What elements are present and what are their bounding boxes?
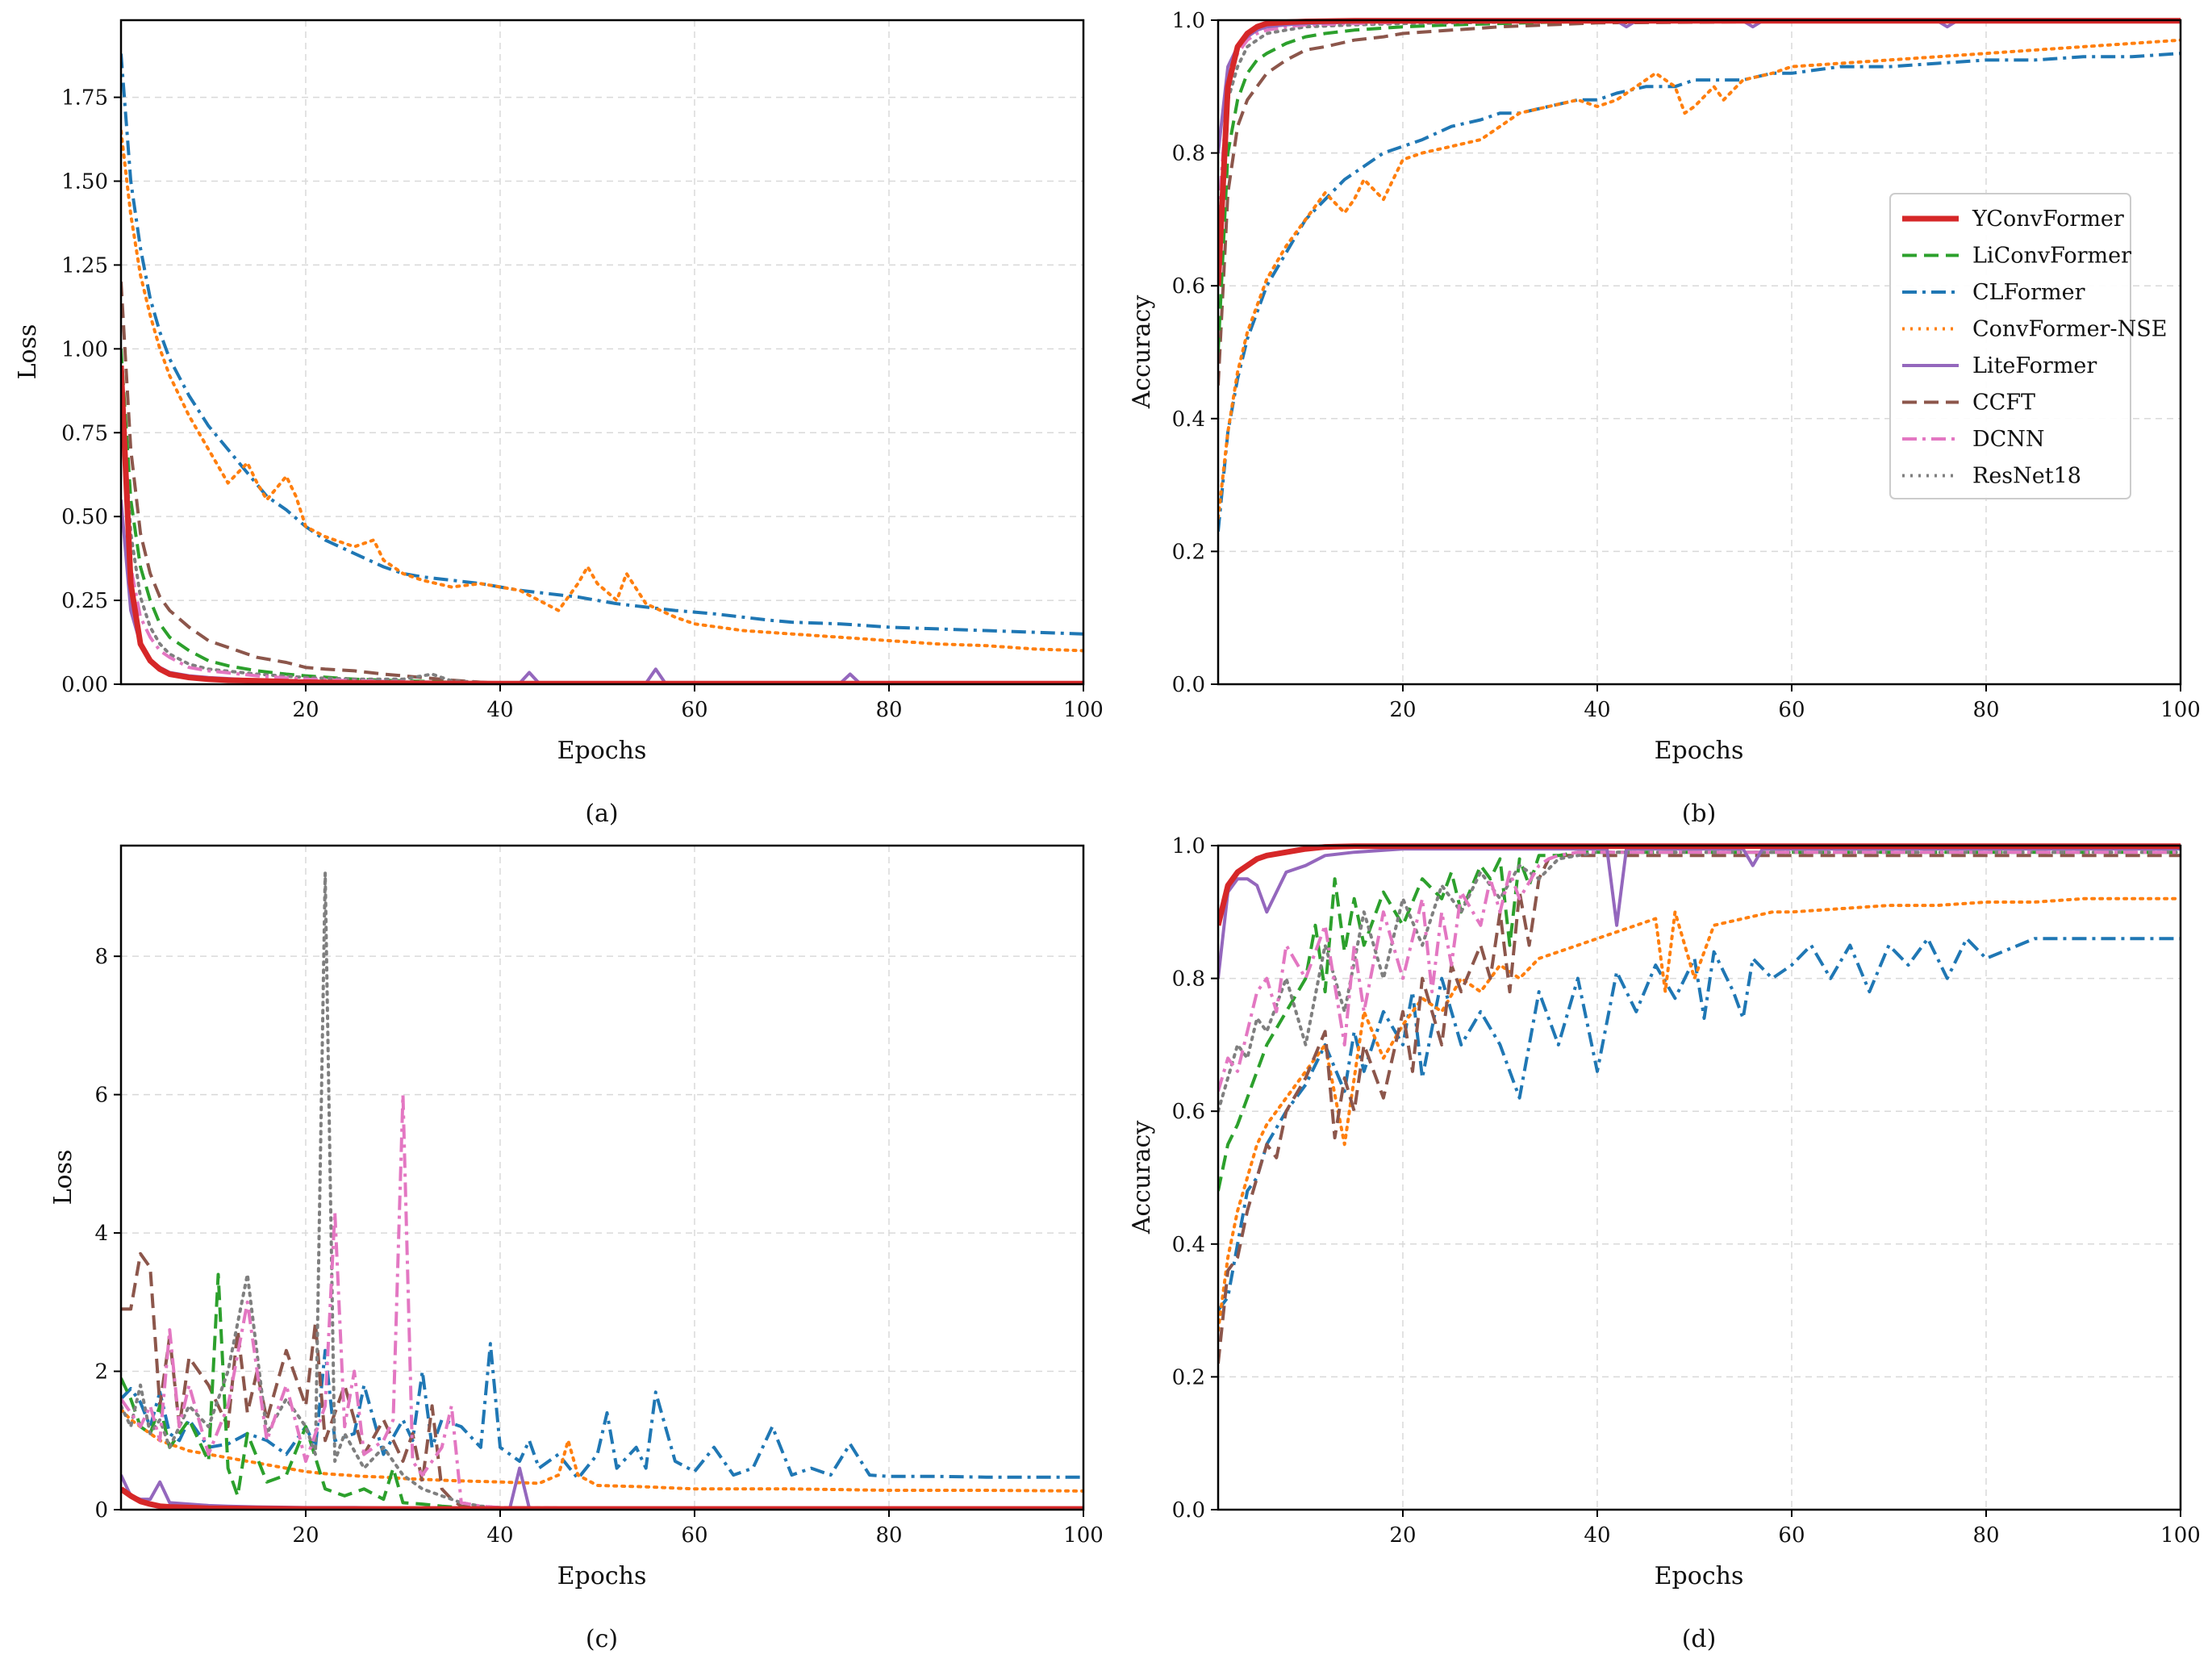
- y-axis-label-a: Loss: [14, 324, 42, 380]
- series-line-resnet18-d: [1218, 850, 2181, 1113]
- y-tick-label-c-0: 0: [94, 1498, 108, 1523]
- panel-label-d: (d): [1682, 1625, 1717, 1653]
- series-line-liconvformer-d: [1218, 850, 2181, 1192]
- x-tick-label-c-1: 40: [486, 1523, 513, 1548]
- x-tick-label-a-0: 20: [292, 698, 319, 722]
- panel-a: 20 40 60 80 100 0.00 0.25 0.50 0.75 1.00 1.25 1.50 1…: [14, 19, 1104, 828]
- x-tick-label-a-3: 80: [875, 698, 902, 722]
- y-tick-label-c-2: 4: [94, 1222, 108, 1246]
- series-line-convformer-nse-a: [121, 129, 1083, 653]
- legend-label-ccft: CCFT: [1972, 391, 2035, 416]
- x-tick-label-d-0: 20: [1389, 1523, 1416, 1548]
- y-tick-label-d-0: 0.0: [1172, 1498, 1205, 1523]
- series-line-convformer-nse-d: [1218, 896, 2181, 1332]
- panel-c: 20 40 60 80 100 0 2 4 6 8 Epochs Loss (c): [49, 844, 1104, 1653]
- series-line-clformer-c: [121, 1342, 1083, 1481]
- y-tick-label-d-1: 0.2: [1172, 1365, 1205, 1389]
- y-axis-label-d: Accuracy: [1128, 1121, 1156, 1235]
- axes-frame-c: [119, 844, 1085, 1511]
- x-tick-label-d-2: 60: [1778, 1523, 1805, 1548]
- axes-frame-d: [1217, 844, 2182, 1511]
- x-tick-label-b-1: 40: [1584, 698, 1610, 722]
- panel-d: 20 40 60 80 100 0.0 0.2 0.4 0.6 0.8 1.0 Epochs Acc…: [1128, 834, 2201, 1653]
- y-tick-label-a-6: 1.50: [61, 170, 108, 194]
- y-tick-label-a-7: 1.75: [61, 86, 108, 111]
- legend-label-dcnn: DCNN: [1972, 427, 2045, 452]
- x-tick-label-d-3: 80: [1972, 1523, 1999, 1548]
- y-tick-label-b-5: 1.0: [1172, 9, 1205, 33]
- y-tick-label-d-4: 0.8: [1172, 967, 1205, 992]
- legend-label-liconvformer: LiConvFormer: [1972, 244, 2131, 269]
- x-tick-label-b-0: 20: [1389, 698, 1416, 722]
- x-axis-label-d: Epochs: [1655, 1562, 1744, 1590]
- y-tick-label-b-3: 0.6: [1172, 274, 1205, 299]
- y-tick-label-a-0: 0.00: [61, 673, 108, 697]
- legend-label-resnet18: ResNet18: [1972, 464, 2081, 489]
- series-line-dcnn-d: [1218, 850, 2181, 1093]
- y-tick-label-c-1: 2: [94, 1360, 108, 1385]
- legend-label-clformer: CLFormer: [1972, 280, 2085, 305]
- y-axis-label-b: Accuracy: [1128, 295, 1156, 410]
- x-tick-label-d-1: 40: [1584, 1523, 1610, 1548]
- legend: YConvFormer LiConvFormer CLFormer ConvForme…: [1889, 193, 2167, 499]
- series-line-convformer-nse-b: [1218, 38, 2181, 520]
- y-tick-label-c-3: 6: [94, 1084, 108, 1108]
- y-tick-label-d-2: 0.4: [1172, 1233, 1205, 1257]
- x-tick-label-c-0: 20: [292, 1523, 319, 1548]
- y-tick-label-a-1: 0.25: [61, 589, 108, 613]
- x-axis-label-c: Epochs: [557, 1562, 647, 1590]
- y-tick-label-a-3: 0.75: [61, 421, 108, 445]
- y-tick-label-a-4: 1.00: [61, 337, 108, 361]
- x-tick-label-a-1: 40: [486, 698, 513, 722]
- x-axis-label-a: Epochs: [557, 737, 647, 765]
- series-line-clformer-a: [121, 53, 1083, 636]
- x-tick-label-a-2: 60: [681, 698, 707, 722]
- y-tick-label-b-0: 0.0: [1172, 673, 1205, 697]
- panel-label-c: (c): [586, 1625, 618, 1653]
- x-tick-label-a-4: 100: [1063, 698, 1104, 722]
- y-tick-label-a-5: 1.25: [61, 253, 108, 278]
- x-tick-label-c-3: 80: [875, 1523, 902, 1548]
- panel-label-a: (a): [585, 800, 618, 828]
- x-tick-label-b-3: 80: [1972, 698, 1999, 722]
- y-tick-label-d-5: 1.0: [1172, 834, 1205, 859]
- y-tick-label-a-2: 0.50: [61, 505, 108, 529]
- x-tick-label-c-4: 100: [1063, 1523, 1104, 1548]
- y-tick-label-b-4: 0.8: [1172, 142, 1205, 166]
- legend-label-liteformer: LiteFormer: [1972, 353, 2097, 378]
- x-tick-label-d-4: 100: [2160, 1523, 2201, 1548]
- axes-frame-b: [1217, 19, 2182, 686]
- panel-label-b: (b): [1682, 800, 1717, 828]
- x-tick-label-b-2: 60: [1778, 698, 1805, 722]
- legend-label-yconvformer: YConvFormer: [1972, 207, 2124, 232]
- axes-frame-a: [119, 19, 1085, 686]
- y-tick-label-b-2: 0.4: [1172, 407, 1205, 432]
- y-tick-label-b-1: 0.2: [1172, 540, 1205, 564]
- y-axis-label-c: Loss: [49, 1150, 77, 1205]
- legend-label-convformer-nse: ConvFormer-NSE: [1972, 317, 2167, 342]
- series-line-ccft-d: [1218, 854, 2181, 1364]
- y-tick-label-c-4: 8: [94, 945, 108, 969]
- x-tick-label-b-4: 100: [2160, 698, 2201, 722]
- panel-b: 20 40 60 80 100 0.0 0.2 0.4 0.6 0.8 1.0 Epochs Acc…: [1128, 9, 2201, 828]
- legend-box: [1889, 193, 2131, 499]
- x-axis-label-b: Epochs: [1655, 737, 1744, 765]
- y-tick-label-d-3: 0.6: [1172, 1100, 1205, 1124]
- x-tick-label-c-2: 60: [681, 1523, 707, 1548]
- series-line-dcnn-c: [121, 1093, 1083, 1510]
- series-line-liteformer-b: [1218, 19, 2181, 153]
- series-line-clformer-d: [1218, 937, 2181, 1312]
